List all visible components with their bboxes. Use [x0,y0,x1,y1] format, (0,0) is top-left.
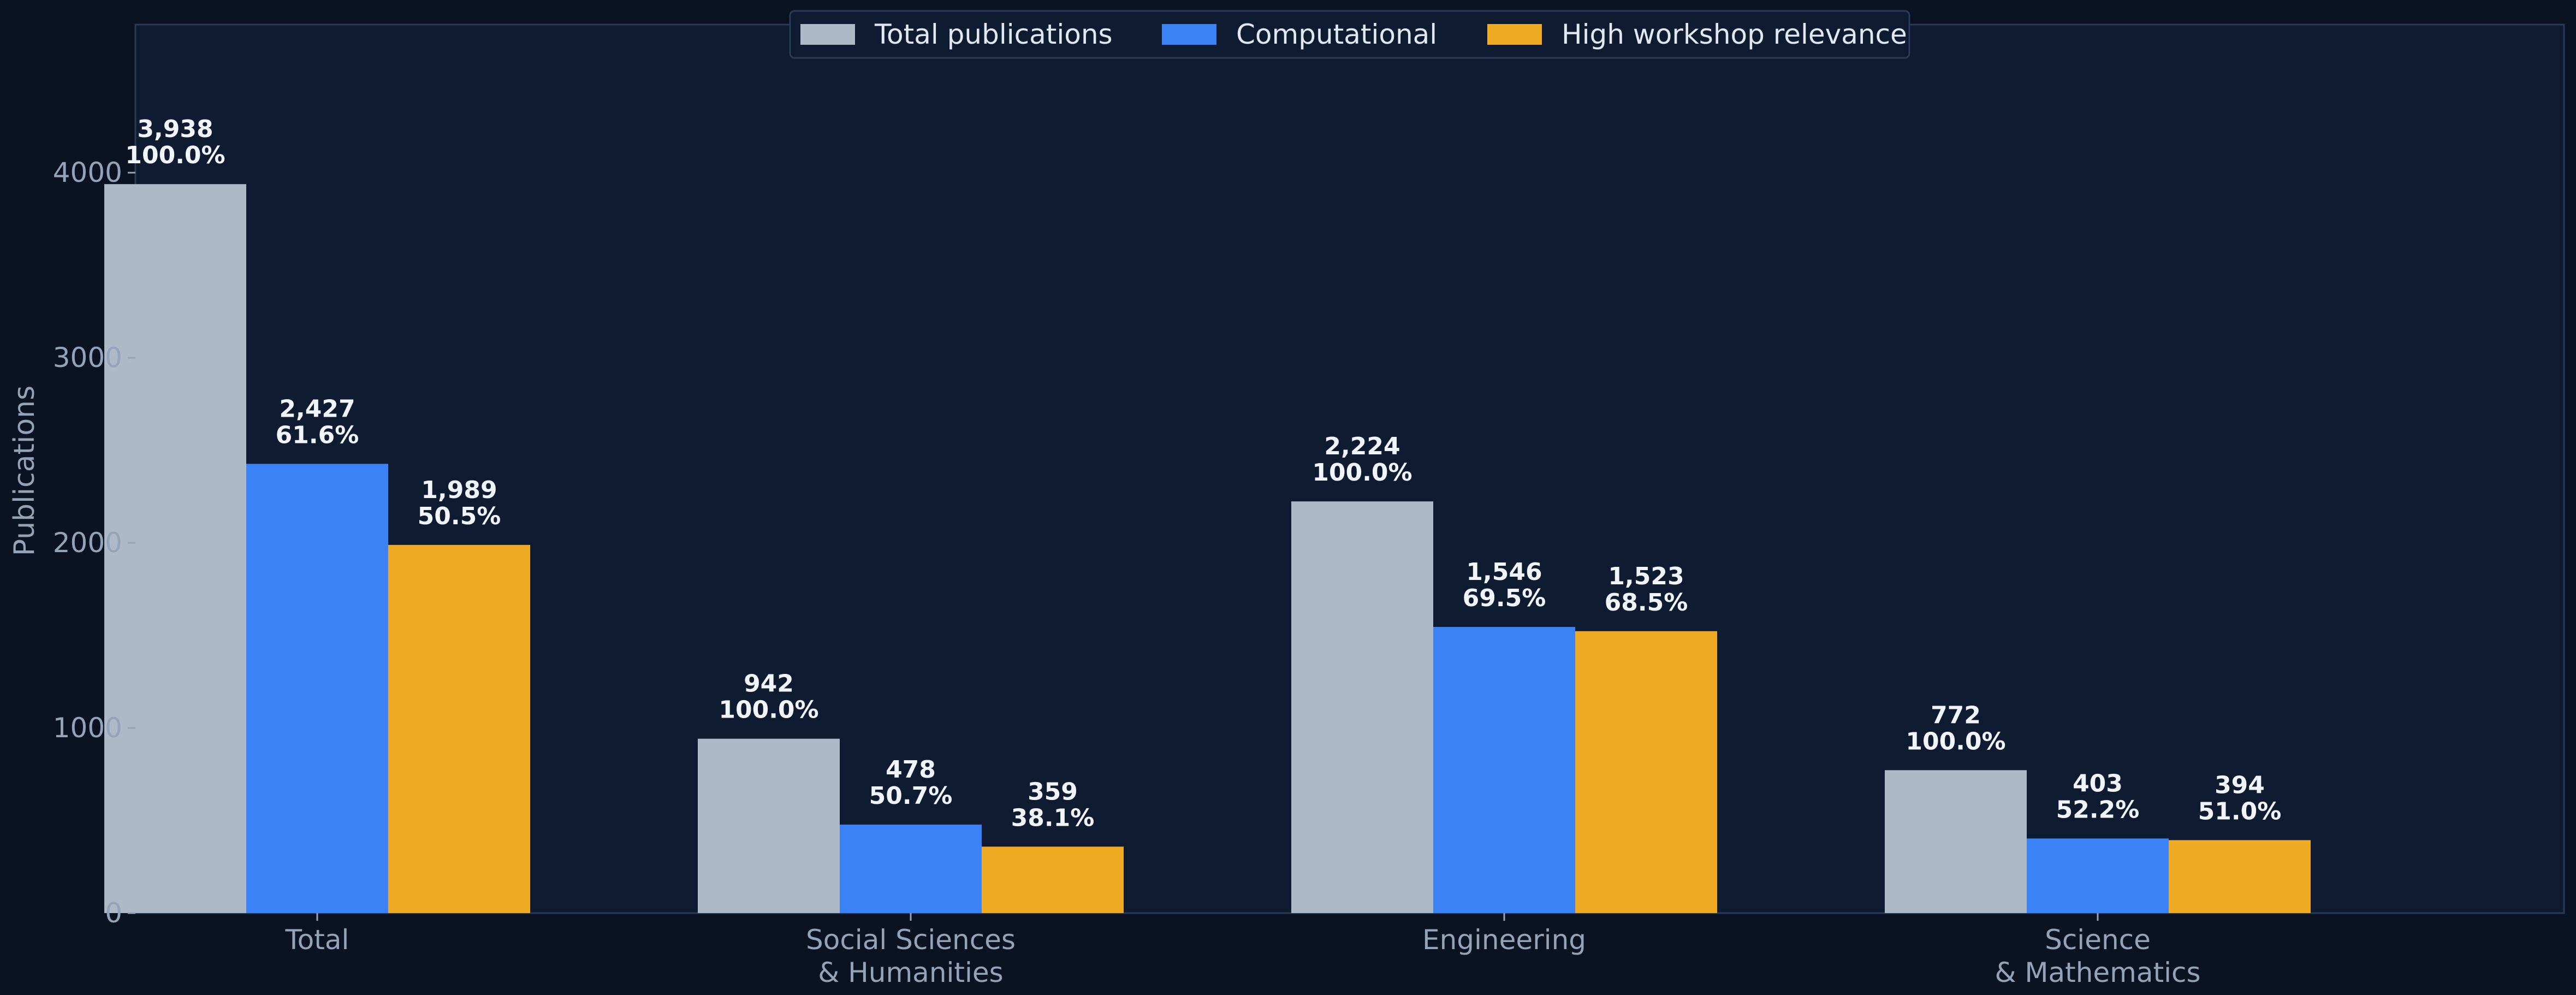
bar-value-label: 359 [1028,778,1078,806]
y-tick-label: 3000 [53,342,122,374]
bar-value-label: 478 [886,756,936,784]
bar-percent-label: 52.2% [2056,796,2140,824]
legend-label: High workshop relevance [1562,19,1907,50]
legend-label: Computational [1236,19,1437,50]
bar-value-label: 942 [744,670,794,698]
bar [1291,501,1433,913]
legend-box [789,10,1910,59]
legend-label: Total publications [874,19,1113,50]
bar [388,544,530,913]
bar [2169,840,2311,913]
legend-swatch [800,24,855,45]
bar-percent-label: 61.6% [276,421,359,449]
bar-percent-label: 100.0% [719,696,818,724]
y-tick-label: 2000 [53,527,122,559]
legend-swatch [1487,24,1542,45]
x-tick-label: Engineering [1422,924,1586,956]
bar [2027,838,2169,913]
bar-percent-label: 100.0% [125,141,225,169]
bar [1575,631,1717,913]
bar-value-label: 2,427 [279,395,355,423]
legend: Total publications Computational High work… [789,10,1910,59]
y-tick-label: 1000 [53,712,122,744]
y-tick-label: 0 [105,897,122,929]
bar-percent-label: 69.5% [1463,584,1546,612]
y-axis-title: Publications [8,386,41,556]
legend-swatch [1162,24,1216,45]
bar-percent-label: 68.5% [1605,589,1688,617]
y-tick-label: 4000 [53,157,122,188]
bar-percent-label: 38.1% [1011,804,1095,832]
bar-value-label: 394 [2215,771,2265,799]
bar [104,184,246,913]
bar-percent-label: 50.7% [869,782,953,810]
bar [698,738,840,913]
bar-percent-label: 50.5% [418,502,501,530]
x-tick-label: Social Sciences [806,924,1016,956]
bar [1433,626,1575,913]
x-tick-label: Total [285,924,349,956]
bar [1885,770,2027,913]
x-tick-label: Science [2045,924,2151,956]
x-tick-label: & Mathematics [1995,957,2200,988]
bar-value-label: 772 [1931,701,1981,729]
x-tick-label: & Humanities [818,957,1003,988]
bar-percent-label: 100.0% [1312,459,1412,487]
bar-value-label: 1,523 [1608,562,1684,590]
bar-value-label: 1,546 [1466,558,1542,586]
bar-percent-label: 51.0% [2198,797,2282,825]
bar-value-label: 403 [2073,769,2123,797]
bar [246,464,388,913]
bar [982,846,1124,913]
bar-value-label: 1,989 [421,476,497,504]
bar-value-label: 2,224 [1324,433,1400,460]
bar-percent-label: 100.0% [1906,727,2005,755]
bar-value-label: 3,938 [137,115,213,143]
bar [840,824,982,913]
